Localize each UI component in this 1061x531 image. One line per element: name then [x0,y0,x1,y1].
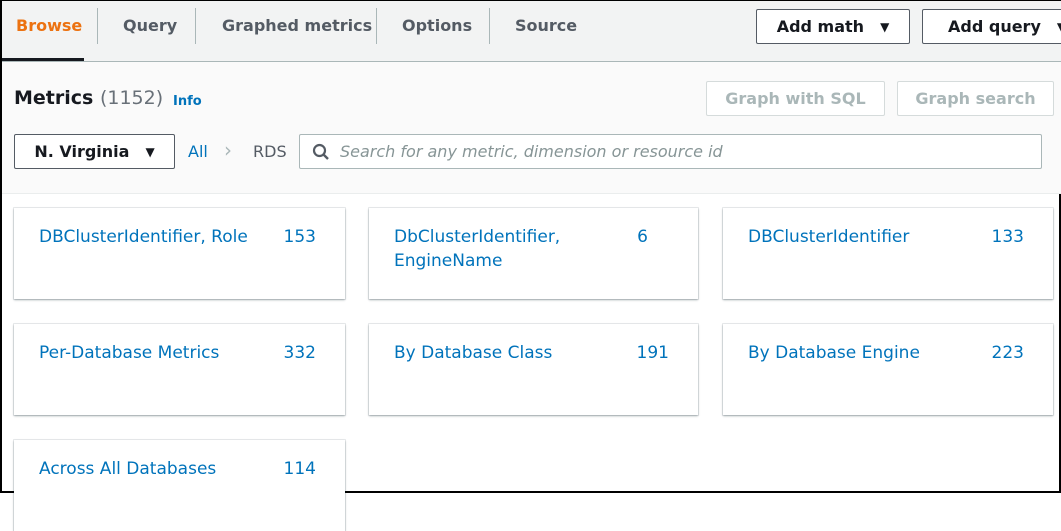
graph-with-sql-button[interactable]: Graph with SQL [706,81,885,116]
divider [376,8,377,44]
add-math-button[interactable]: Add math ▼ [756,9,910,44]
page-title: Metrics (1152) [14,87,163,109]
card-label[interactable]: By Database Class [394,343,553,363]
metric-card[interactable]: Across All Databases 114 [14,440,345,531]
chevron-right-icon: › [224,138,232,162]
add-math-label: Add math [776,17,865,36]
card-count: 332 [283,343,316,363]
add-query-label: Add query [948,17,1041,36]
tab-options[interactable]: Options [402,16,473,35]
card-count: 133 [991,227,1024,247]
tab-query[interactable]: Query [123,16,178,35]
card-label[interactable]: DbClusterIdentifier, EngineName [394,227,561,271]
tab-browse[interactable]: Browse [16,16,83,35]
card-count: 6 [637,227,648,247]
metric-card[interactable]: By Database Engine 223 [723,324,1053,415]
divider [195,8,196,44]
add-query-button[interactable]: Add query ▼ [922,9,1061,44]
search-placeholder: Search for any metric, dimension or reso… [340,142,723,161]
metric-card[interactable]: DBClusterIdentifier, Role 153 [14,208,345,299]
card-label[interactable]: By Database Engine [748,343,920,363]
card-count: 114 [283,459,316,479]
breadcrumb-current: RDS [253,142,287,161]
card-label[interactable]: Across All Databases [39,459,217,479]
graph-search-button[interactable]: Graph search [897,81,1054,116]
card-count: 191 [636,343,669,363]
metrics-count: (1152) [99,87,164,109]
breadcrumb-all[interactable]: All [188,142,208,161]
caret-down-icon: ▼ [145,144,155,159]
card-label[interactable]: DBClusterIdentifier [748,227,910,247]
divider [97,8,98,44]
metric-card[interactable]: By Database Class 191 [369,324,698,415]
caret-down-icon: ▼ [1057,20,1061,34]
card-label[interactable]: DBClusterIdentifier, Role [39,227,248,247]
search-input[interactable]: Search for any metric, dimension or reso… [299,134,1042,169]
metrics-title: Metrics [14,87,94,109]
tab-source[interactable]: Source [515,16,578,35]
metric-card[interactable]: DbClusterIdentifier, EngineName 6 [369,208,698,299]
tab-bar: Browse Query Graphed metrics Options Sou… [2,1,1061,62]
metric-card[interactable]: DBClusterIdentifier 133 [723,208,1053,299]
metric-card[interactable]: Per-Database Metrics 332 [14,324,345,415]
card-count: 153 [283,227,316,247]
caret-down-icon: ▼ [880,19,890,34]
region-select[interactable]: N. Virginia ▼ [14,134,175,169]
divider [489,8,490,44]
info-link[interactable]: Info [173,94,202,109]
card-count: 223 [991,343,1024,363]
region-label: N. Virginia [34,142,130,161]
search-icon [312,143,329,160]
active-tab-indicator [2,58,84,61]
card-label[interactable]: Per-Database Metrics [39,343,220,363]
tab-graphed-metrics[interactable]: Graphed metrics [222,16,373,35]
